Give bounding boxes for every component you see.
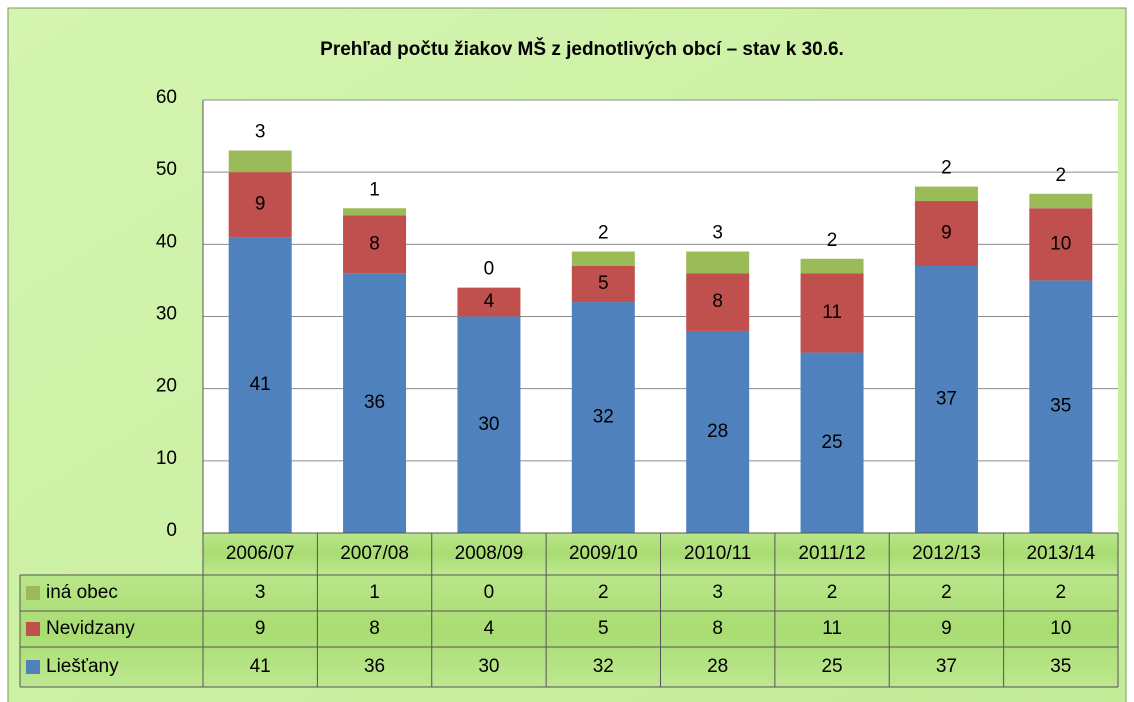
table-cell: 2 (941, 582, 952, 603)
data-label: 2 (598, 223, 609, 244)
legend-key (26, 622, 40, 636)
legend-label: iná obec (46, 582, 118, 603)
table-cell: 0 (484, 582, 495, 603)
data-label: 5 (598, 273, 609, 294)
table-cell: 41 (250, 656, 271, 677)
x-tick-label: 2011/12 (798, 543, 865, 564)
legend-label: Liešťany (46, 656, 119, 677)
data-label: 41 (250, 374, 271, 395)
table-cell: 32 (593, 656, 614, 677)
bar-segment (228, 150, 292, 173)
bar-segment (800, 273, 864, 353)
data-label: 25 (821, 432, 842, 453)
y-tick-label: 50 (156, 159, 177, 180)
table-cell: 36 (364, 656, 385, 677)
table-cell: 3 (712, 582, 723, 603)
bar-segment (457, 316, 521, 533)
data-label: 11 (822, 302, 842, 323)
data-label: 30 (478, 414, 499, 435)
bar-segment (571, 302, 635, 533)
bar-segment (686, 251, 750, 274)
y-tick-label: 10 (156, 448, 177, 469)
data-label: 32 (593, 407, 614, 428)
bar-segment (800, 258, 864, 274)
data-label: 10 (1050, 233, 1071, 254)
data-label: 3 (712, 223, 723, 244)
bar-segment (343, 215, 407, 274)
bar-segment (914, 201, 978, 266)
bar-segment (343, 208, 407, 216)
table-cell: 2 (1056, 582, 1067, 603)
table-cell: 25 (821, 656, 842, 677)
bar-segment (800, 352, 864, 533)
y-tick-label: 40 (156, 231, 177, 252)
table-cell: 8 (369, 618, 380, 639)
bar-segment (1029, 280, 1093, 533)
data-label: 36 (364, 392, 385, 413)
bar-segment (343, 273, 407, 533)
table-cell: 1 (369, 582, 380, 603)
table-cell: 30 (478, 656, 499, 677)
table-cell: 5 (598, 618, 609, 639)
y-tick-label: 60 (156, 87, 177, 108)
table-cell: 2 (827, 582, 838, 603)
data-label: 1 (369, 179, 380, 200)
data-label: 8 (369, 233, 380, 254)
table-cell: 4 (484, 618, 495, 639)
bar-segment (571, 251, 635, 266)
legend-label: Nevidzany (46, 618, 135, 639)
table-cell: 35 (1050, 656, 1071, 677)
table-cell: 11 (822, 618, 842, 639)
bar-segment (914, 186, 978, 202)
data-label: 2 (827, 230, 838, 251)
table-cell: 10 (1050, 618, 1071, 639)
y-tick-label: 0 (166, 520, 177, 541)
table-cell: 8 (712, 618, 723, 639)
table-cell: 9 (941, 618, 952, 639)
data-label: 28 (707, 421, 728, 442)
bar-segment (228, 172, 292, 238)
x-tick-label: 2013/14 (1026, 543, 1095, 564)
bar-segment (1029, 193, 1093, 209)
table-cell: 3 (255, 582, 266, 603)
data-label: 8 (712, 291, 723, 312)
data-label: 2 (941, 158, 952, 179)
bar-segment (228, 237, 292, 533)
table-cell: 9 (255, 618, 266, 639)
data-label: 4 (484, 291, 495, 312)
bar-segment (914, 265, 978, 533)
legend-key (26, 586, 40, 600)
bar-segment (457, 287, 521, 317)
data-label: 3 (255, 122, 266, 143)
bar-segment (686, 330, 750, 533)
x-tick-label: 2009/10 (569, 543, 638, 564)
data-label: 9 (255, 194, 266, 215)
table-cell: 2 (598, 582, 609, 603)
data-label: 2 (1056, 165, 1067, 186)
x-tick-label: 2010/11 (684, 543, 751, 564)
chart-title: Prehľad počtu žiakov MŠ z jednotlivých o… (320, 38, 844, 60)
table-cell: 28 (707, 656, 728, 677)
data-label: 9 (941, 223, 952, 244)
bar-segment (1029, 208, 1093, 281)
x-tick-label: 2012/13 (912, 543, 981, 564)
bar-segment (571, 265, 635, 303)
data-label: 37 (936, 389, 957, 410)
x-tick-label: 2007/08 (340, 543, 409, 564)
bar-segment (686, 273, 750, 331)
x-tick-label: 2006/07 (226, 543, 295, 564)
x-tick-label: 2008/09 (455, 543, 524, 564)
legend-key (26, 660, 40, 674)
table-cell: 37 (936, 656, 957, 677)
y-tick-label: 20 (156, 376, 177, 397)
data-label: 0 (484, 259, 495, 280)
data-label: 35 (1050, 396, 1071, 417)
y-tick-label: 30 (156, 304, 177, 325)
